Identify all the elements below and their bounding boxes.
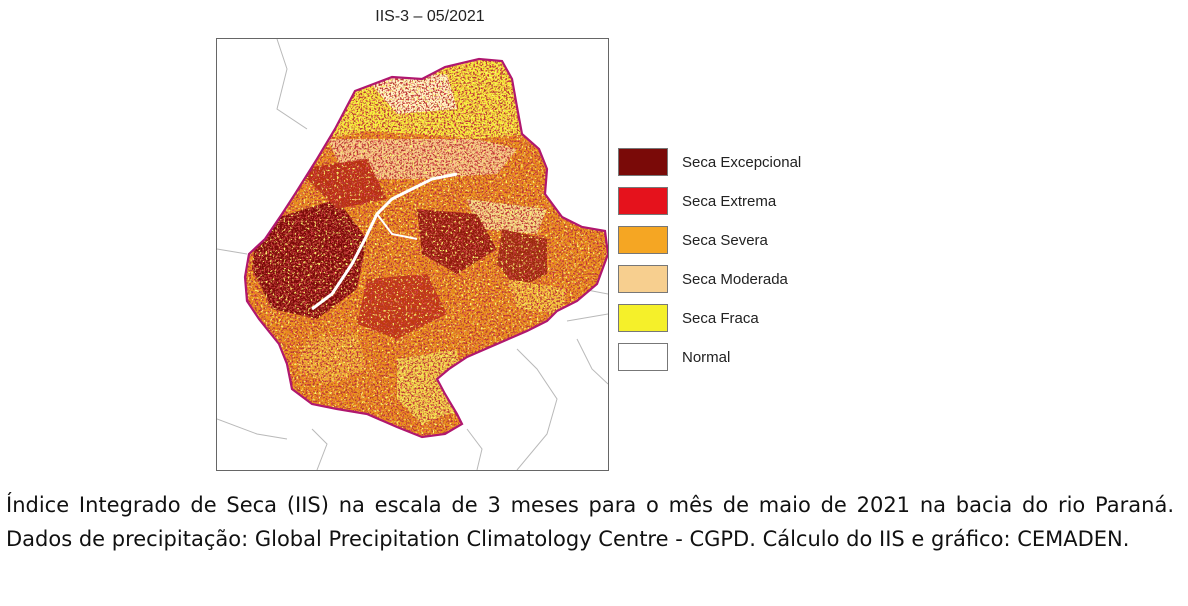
legend-label: Normal xyxy=(682,349,731,366)
legend-item: Seca Fraca xyxy=(618,304,878,334)
drought-field xyxy=(245,59,608,437)
legend-item: Seca Moderada xyxy=(618,265,878,295)
legend-swatch xyxy=(618,304,668,332)
legend-label: Seca Extrema xyxy=(682,193,777,210)
legend-swatch xyxy=(618,187,668,215)
legend-label: Seca Moderada xyxy=(682,271,788,288)
basin-map-svg xyxy=(217,39,608,470)
legend-swatch xyxy=(618,148,668,176)
legend-label: Seca Fraca xyxy=(682,310,759,327)
legend-swatch xyxy=(618,265,668,293)
legend-swatch xyxy=(618,343,668,371)
figure-caption: Índice Integrado de Seca (IIS) na escala… xyxy=(6,493,1174,551)
political-boundaries xyxy=(217,39,608,470)
map-title: IIS-3 – 05/2021 xyxy=(375,8,485,25)
legend-swatch xyxy=(618,226,668,254)
basin-boundary xyxy=(243,57,608,439)
drought-map xyxy=(216,38,609,471)
legend-label: Seca Severa xyxy=(682,232,768,249)
legend-item: Seca Excepcional xyxy=(618,148,878,178)
legend-item: Seca Extrema xyxy=(618,187,878,217)
legend-item: Seca Severa xyxy=(618,226,878,256)
legend-item: Normal xyxy=(618,343,878,373)
legend-label: Seca Excepcional xyxy=(682,154,802,171)
